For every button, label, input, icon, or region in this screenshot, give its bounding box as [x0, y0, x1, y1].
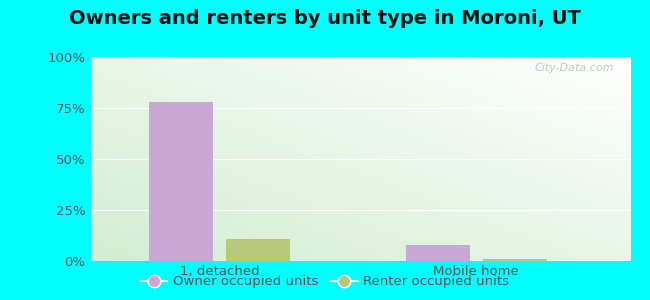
- Text: City-Data.com: City-Data.com: [535, 63, 614, 73]
- Bar: [406, 245, 470, 261]
- Text: Owners and renters by unit type in Moroni, UT: Owners and renters by unit type in Moron…: [69, 9, 581, 28]
- Legend: Owner occupied units, Renter occupied units: Owner occupied units, Renter occupied un…: [136, 270, 514, 293]
- Bar: [483, 259, 547, 261]
- Bar: [226, 238, 290, 261]
- Bar: [149, 102, 213, 261]
